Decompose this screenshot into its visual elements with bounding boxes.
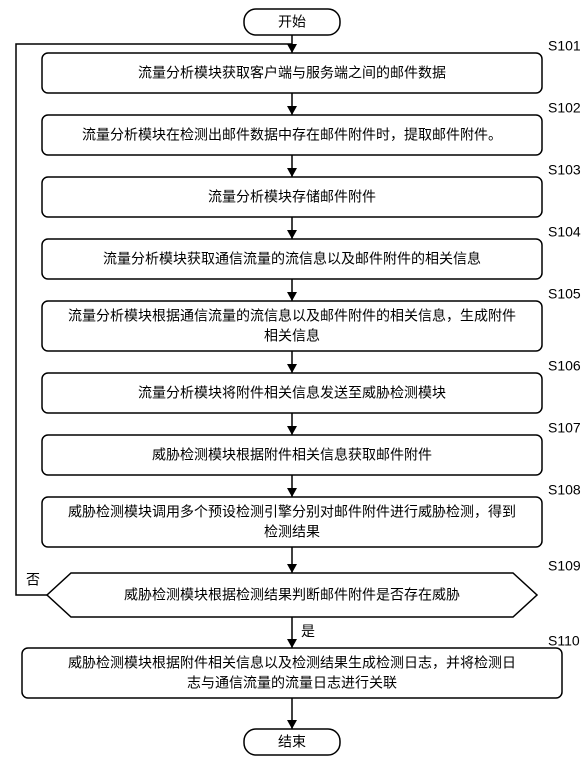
svg-text:相关信息: 相关信息: [264, 328, 320, 344]
svg-text:结束: 结束: [278, 734, 306, 750]
svg-text:威胁检测模块调用多个预设检测引擎分别对邮件附件进行威胁检测，: 威胁检测模块调用多个预设检测引擎分别对邮件附件进行威胁检测，得到: [68, 504, 516, 520]
svg-text:S110: S110: [548, 633, 580, 649]
svg-text:S107: S107: [548, 420, 581, 436]
svg-text:流量分析模块获取通信流量的流信息以及邮件附件的相关信息: 流量分析模块获取通信流量的流信息以及邮件附件的相关信息: [103, 251, 481, 267]
svg-text:威胁检测模块根据检测结果判断邮件附件是否存在威胁: 威胁检测模块根据检测结果判断邮件附件是否存在威胁: [124, 587, 460, 603]
svg-text:志与通信流量的流量日志进行关联: 志与通信流量的流量日志进行关联: [187, 675, 397, 691]
svg-text:威胁检测模块根据附件相关信息以及检测结果生成检测日志，并将检: 威胁检测模块根据附件相关信息以及检测结果生成检测日志，并将检测日: [68, 655, 516, 671]
svg-text:否: 否: [26, 572, 40, 588]
svg-text:流量分析模块存储邮件附件: 流量分析模块存储邮件附件: [208, 189, 376, 205]
svg-text:流量分析模块根据通信流量的流信息以及邮件附件的相关信息，生成: 流量分析模块根据通信流量的流信息以及邮件附件的相关信息，生成附件: [68, 308, 516, 324]
svg-text:是: 是: [301, 623, 315, 639]
svg-text:流量分析模块获取客户端与服务端之间的邮件数据: 流量分析模块获取客户端与服务端之间的邮件数据: [138, 65, 446, 81]
svg-text:检测结果: 检测结果: [264, 524, 320, 540]
svg-text:S109: S109: [548, 558, 581, 574]
svg-text:流量分析模块将附件相关信息发送至威胁检测模块: 流量分析模块将附件相关信息发送至威胁检测模块: [138, 385, 446, 401]
svg-text:威胁检测模块根据附件相关信息获取邮件附件: 威胁检测模块根据附件相关信息获取邮件附件: [152, 447, 432, 463]
svg-text:S101: S101: [548, 38, 581, 54]
svg-text:S106: S106: [548, 358, 581, 374]
svg-text:S108: S108: [548, 482, 581, 498]
svg-text:S105: S105: [548, 286, 581, 302]
svg-text:S102: S102: [548, 100, 581, 116]
svg-text:流量分析模块在检测出邮件数据中存在邮件附件时，提取邮件附件。: 流量分析模块在检测出邮件数据中存在邮件附件时，提取邮件附件。: [82, 127, 502, 143]
svg-text:S103: S103: [548, 162, 581, 178]
svg-text:开始: 开始: [278, 14, 306, 30]
svg-text:S104: S104: [548, 224, 581, 240]
